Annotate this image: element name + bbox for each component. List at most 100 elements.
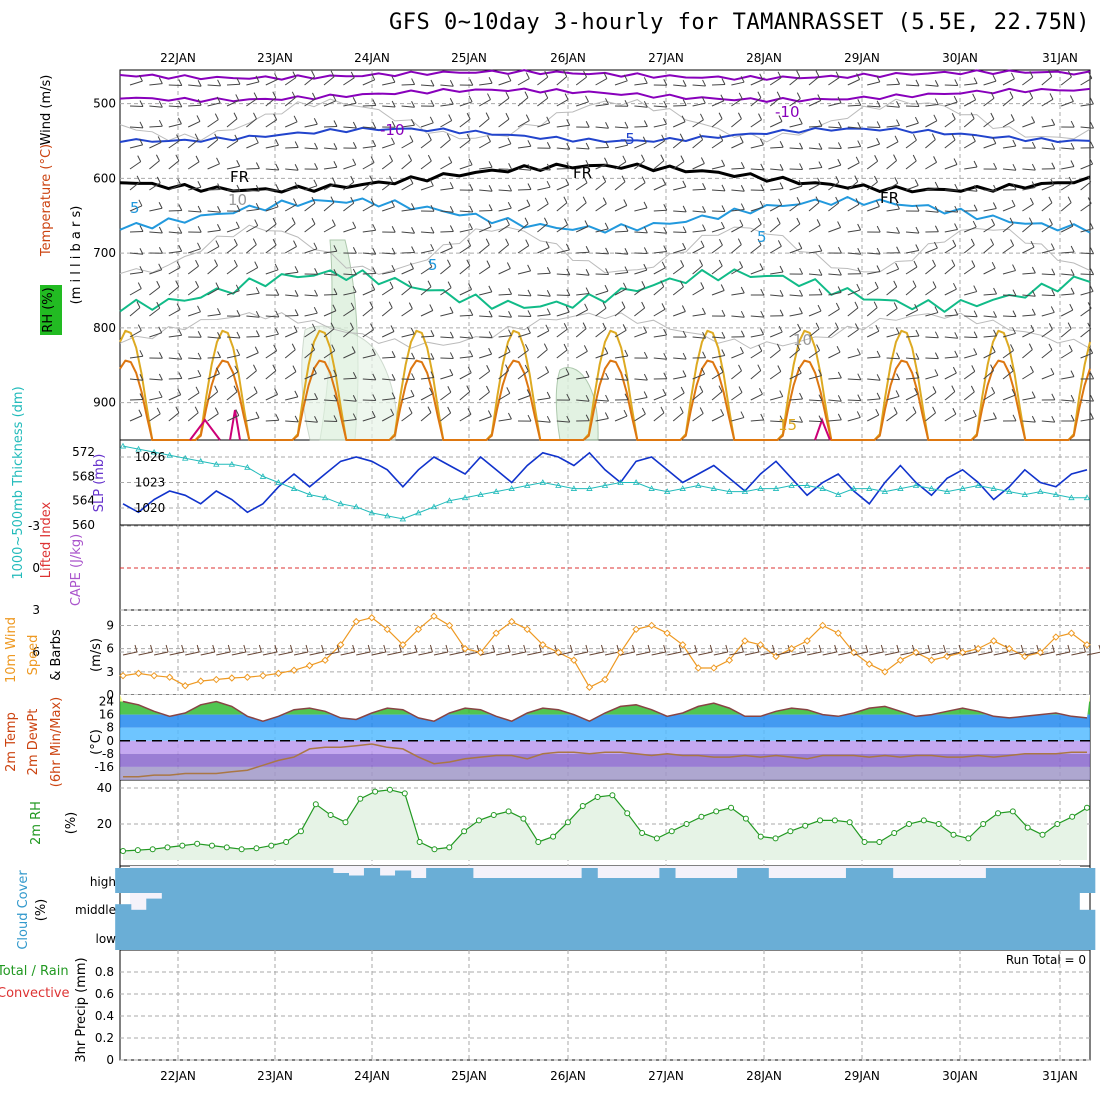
wind-barb <box>440 287 452 296</box>
wind-barb-flag <box>584 303 589 311</box>
wind-barb-flag <box>178 353 183 360</box>
wind-barb-flag <box>525 114 530 121</box>
wind-barb-flag <box>681 115 686 122</box>
wind-barb <box>731 225 744 233</box>
wind-barb-flag <box>952 366 957 374</box>
wind-barb <box>537 420 551 423</box>
wind-barb <box>304 223 316 233</box>
cloud-bar-high <box>426 868 443 893</box>
wind-barb <box>1002 205 1016 212</box>
wind-barb-flag <box>836 345 841 353</box>
temp-tick: 0 <box>106 734 114 748</box>
wind-barb-flag <box>621 301 626 308</box>
wind-barb <box>711 118 723 128</box>
wind-barb-flag <box>352 395 357 402</box>
wind-barb <box>381 287 394 296</box>
wind-barb <box>149 125 163 128</box>
wind-barb <box>323 202 335 212</box>
wind-barb-flag <box>217 332 221 339</box>
wind10-barb <box>387 651 402 656</box>
wind-barb <box>149 307 161 317</box>
wind-barb <box>673 376 687 380</box>
wind-barb-flag <box>196 115 201 122</box>
wind-barb <box>304 373 317 380</box>
ylabel-cloud-unit: (%) <box>34 899 49 922</box>
wind-barb-flag <box>993 162 998 170</box>
wind-barb <box>498 80 512 86</box>
wind-barb-flag <box>294 390 299 398</box>
wind-barb-flag <box>796 343 801 350</box>
wind10-point <box>134 669 143 678</box>
wind-barb-flag <box>604 157 608 164</box>
wind-barb-flag <box>759 263 764 270</box>
wind-barb <box>498 418 512 422</box>
wind-barb-flag <box>194 406 199 413</box>
wind-barb-flag <box>214 133 219 141</box>
cloud-bar-low <box>721 921 738 950</box>
wind-barb <box>382 81 396 86</box>
wind10-barb <box>915 651 931 656</box>
wind-barb-flag <box>797 366 802 374</box>
wind10-barb-flag <box>165 644 169 653</box>
cloud-bar-middle <box>1063 893 1080 921</box>
cloud-bar-middle <box>441 893 458 921</box>
rh-point <box>876 839 883 845</box>
temp-tick: 16 <box>99 708 114 722</box>
wind-barb <box>1041 420 1055 423</box>
wind-barb-flag <box>1069 95 1074 102</box>
wind-barb-flag <box>682 330 687 338</box>
wind-barb <box>770 331 783 338</box>
wind-barb <box>401 412 413 422</box>
wind10-barb-flag <box>383 644 387 653</box>
wind-barb-flag <box>255 203 260 210</box>
wind-barb-flag <box>429 304 434 311</box>
cloud-bar-middle <box>317 893 334 921</box>
wind-barb-flag <box>720 284 725 291</box>
t2m-panel <box>120 695 1090 780</box>
wind-barb-flag <box>1031 290 1036 297</box>
wind-barb-flag <box>139 121 144 129</box>
wind10-barb <box>884 651 899 656</box>
wind-barb-flag <box>352 372 357 379</box>
wind-barb <box>246 244 257 254</box>
cloud-bar-high <box>177 868 194 893</box>
wind-barb-flag <box>330 322 335 330</box>
cloud-bar-low <box>737 921 754 950</box>
wind-barb <box>517 78 530 86</box>
wind-barb-flag <box>740 75 745 83</box>
wind-barb <box>479 353 492 359</box>
wind-barb <box>1022 330 1035 338</box>
wind-barb <box>614 329 627 338</box>
wind-barb <box>653 394 667 401</box>
wind-barb-flag <box>505 218 510 226</box>
wind-barb <box>925 187 939 191</box>
wind10-barb <box>433 651 449 656</box>
wind-barb-flag <box>275 139 279 146</box>
wind-barb-flag <box>720 221 725 229</box>
wind-barb-flag <box>546 163 551 171</box>
wind-barb <box>149 160 160 170</box>
wind-barb-flag <box>333 161 338 168</box>
wind-barb <box>673 210 687 213</box>
wind10-point <box>1036 648 1045 657</box>
wind-barb-flag <box>350 196 355 204</box>
cloud-bar-high <box>286 868 303 893</box>
wind-barb <box>323 293 338 296</box>
wind-barb <box>129 288 142 296</box>
cloud-bar-high <box>752 868 769 893</box>
cloud-bar-high <box>877 868 894 893</box>
wind-barb <box>168 140 180 149</box>
wind-barb-flag <box>293 198 297 205</box>
wind-barb-flag <box>1051 268 1056 275</box>
wind-barb-flag <box>176 261 181 268</box>
wind-barb-flag <box>602 302 607 309</box>
wind-barb-flag <box>740 203 745 210</box>
wind-barb <box>692 188 706 191</box>
wind-barb <box>672 392 685 401</box>
wind-barb-flag <box>970 238 975 246</box>
wind-barb-flag <box>507 412 512 420</box>
wind-barb-flag <box>236 205 241 212</box>
wind-barb-flag <box>411 119 415 126</box>
rh-point <box>980 821 987 827</box>
